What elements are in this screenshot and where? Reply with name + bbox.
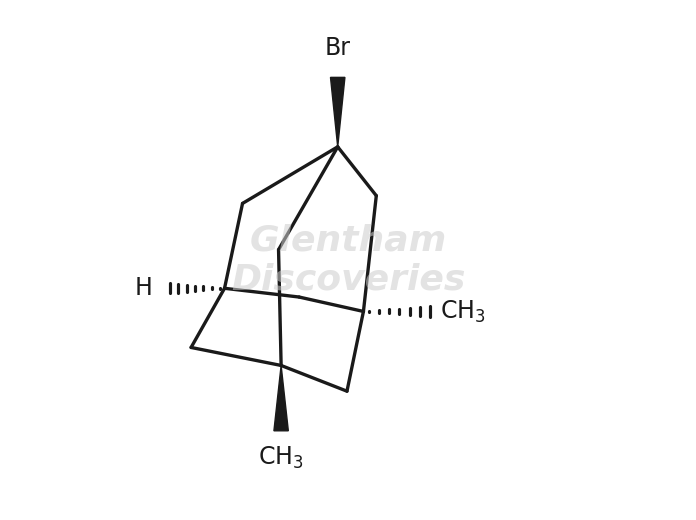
Text: CH$_3$: CH$_3$ <box>258 445 304 472</box>
Text: Br: Br <box>325 36 351 60</box>
Text: Glentham
Discoveries: Glentham Discoveries <box>231 223 465 297</box>
Polygon shape <box>331 77 345 147</box>
Polygon shape <box>274 366 288 431</box>
Text: H: H <box>134 276 152 300</box>
Text: CH$_3$: CH$_3$ <box>440 298 485 324</box>
